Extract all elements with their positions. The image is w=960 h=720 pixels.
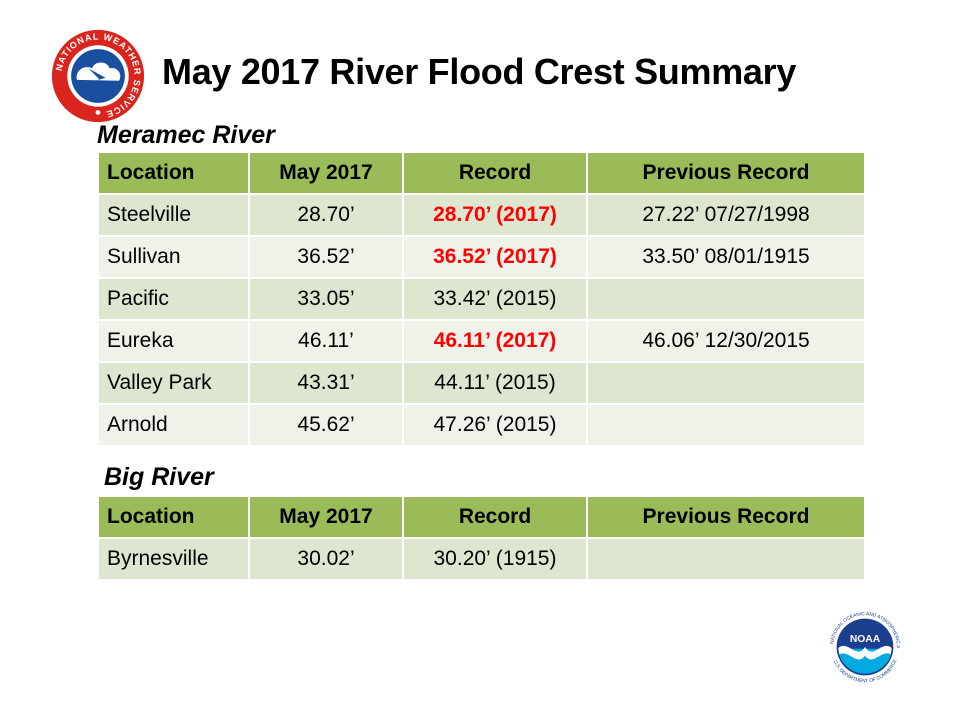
table-row: Eureka 46.11’ 46.11’ (2017) 46.06’ 12/30… [97,319,866,363]
noaa-text: NOAA [850,634,881,645]
may-2017-cell: 30.02’ [248,537,404,581]
previous-record-cell [586,277,866,321]
record-cell: 46.11’ (2017) [402,319,588,363]
table-row: Sullivan 36.52’ 36.52’ (2017) 33.50’ 08/… [97,235,866,279]
record-cell: 30.20’ (1915) [402,537,588,581]
table-header-row: Location May 2017 Record Previous Record [97,151,866,195]
location-cell: Sullivan [97,235,250,279]
may-2017-cell: 28.70’ [248,193,404,237]
big-river-section-label: Big River [104,463,214,491]
table-header-row: Location May 2017 Record Previous Record [97,495,866,539]
record-cell: 36.52’ (2017) [402,235,588,279]
previous-record-cell [586,403,866,447]
column-header-may-2017: May 2017 [248,151,404,195]
record-cell: 44.11’ (2015) [402,361,588,405]
meramec-section-label: Meramec River [97,121,275,149]
column-header-previous-record: Previous Record [586,495,866,539]
record-cell: 47.26’ (2015) [402,403,588,447]
location-cell: Valley Park [97,361,250,405]
location-cell: Byrnesville [97,537,250,581]
may-2017-cell: 33.05’ [248,277,404,321]
previous-record-cell: 27.22’ 07/27/1998 [586,193,866,237]
previous-record-cell: 46.06’ 12/30/2015 [586,319,866,363]
previous-record-cell: 33.50’ 08/01/1915 [586,235,866,279]
column-header-record: Record [402,495,588,539]
table-row: Pacific 33.05’ 33.42’ (2015) [97,277,866,321]
meramec-table: Location May 2017 Record Previous Record… [97,151,866,447]
record-cell: 28.70’ (2017) [402,193,588,237]
previous-record-cell [586,537,866,581]
table-row: Byrnesville 30.02’ 30.20’ (1915) [97,537,866,581]
big-river-table: Location May 2017 Record Previous Record… [97,495,866,581]
column-header-record: Record [402,151,588,195]
column-header-previous-record: Previous Record [586,151,866,195]
table-row: Steelville 28.70’ 28.70’ (2017) 27.22’ 0… [97,193,866,237]
may-2017-cell: 46.11’ [248,319,404,363]
column-header-location: Location [97,151,250,195]
page-title: May 2017 River Flood Crest Summary [162,51,797,92]
may-2017-cell: 45.62’ [248,403,404,447]
previous-record-cell [586,361,866,405]
location-cell: Arnold [97,403,250,447]
may-2017-cell: 36.52’ [248,235,404,279]
location-cell: Pacific [97,277,250,321]
location-cell: Steelville [97,193,250,237]
column-header-may-2017: May 2017 [248,495,404,539]
noaa-logo-icon: NATIONAL OCEANIC AND ATMOSPHERIC ADMINIS… [822,604,907,689]
location-cell: Eureka [97,319,250,363]
may-2017-cell: 43.31’ [248,361,404,405]
nws-logo-icon: NATIONAL WEATHER SERVICE [51,29,145,123]
column-header-location: Location [97,495,250,539]
record-cell: 33.42’ (2015) [402,277,588,321]
table-row: Arnold 45.62’ 47.26’ (2015) [97,403,866,447]
table-row: Valley Park 43.31’ 44.11’ (2015) [97,361,866,405]
